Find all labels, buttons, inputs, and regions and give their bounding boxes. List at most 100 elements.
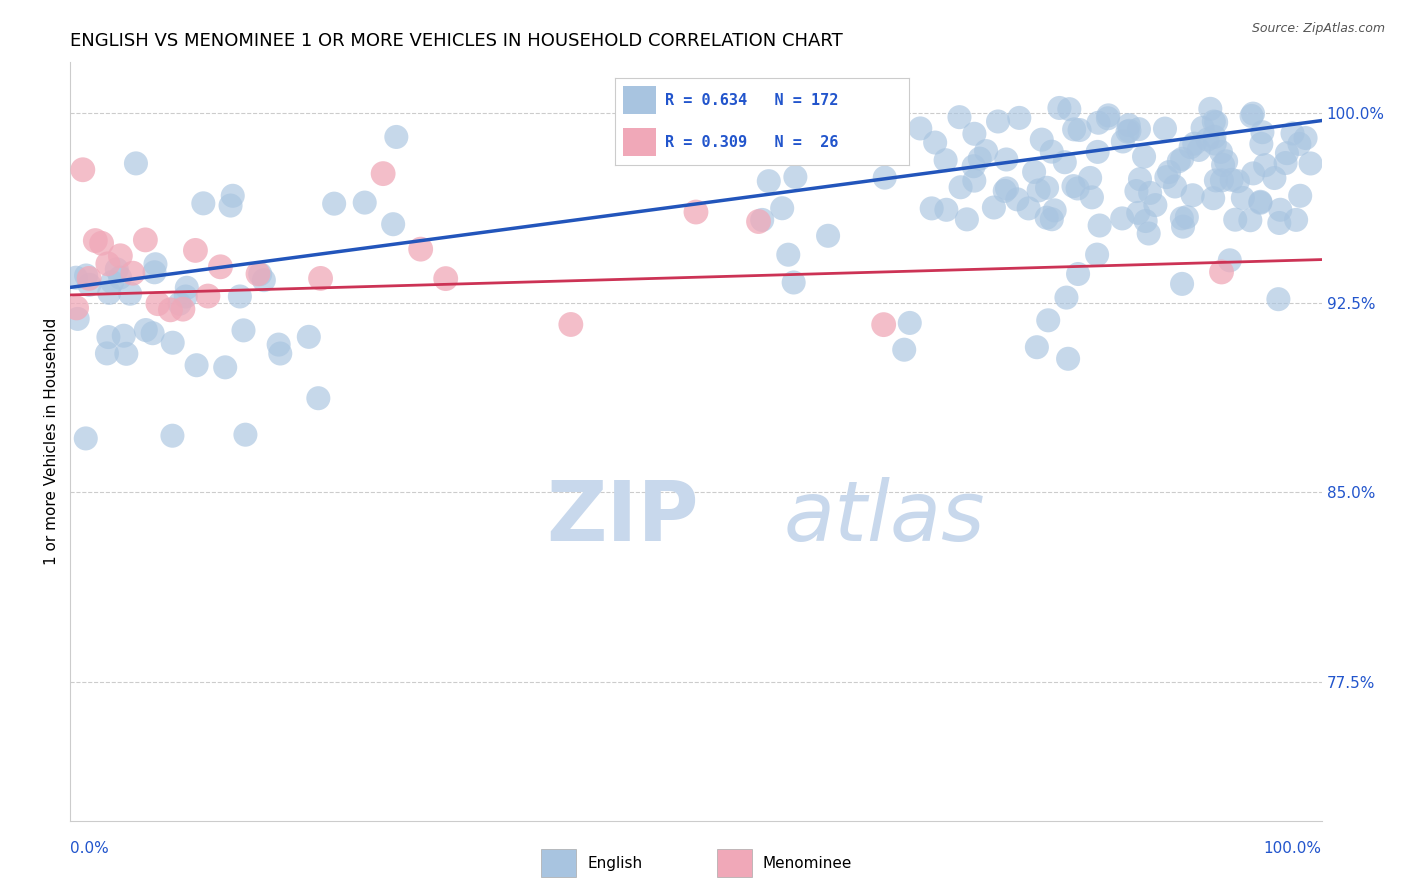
Text: Source: ZipAtlas.com: Source: ZipAtlas.com — [1251, 22, 1385, 36]
Point — [298, 330, 321, 344]
Point — [1211, 265, 1233, 279]
Point — [995, 181, 1018, 195]
Point — [778, 248, 800, 262]
Point — [72, 162, 94, 177]
Point — [1059, 102, 1081, 116]
Point — [232, 323, 254, 337]
Point — [120, 286, 142, 301]
Point — [229, 289, 252, 303]
Point — [309, 271, 332, 285]
Point — [1249, 195, 1271, 210]
Point — [108, 270, 131, 285]
Point — [995, 153, 1018, 167]
Point — [371, 167, 394, 181]
Point — [98, 285, 121, 300]
Point — [1097, 108, 1119, 122]
Point — [1205, 115, 1227, 129]
Point — [1031, 133, 1053, 147]
Point — [65, 301, 87, 315]
Point — [1028, 183, 1050, 197]
Point — [1111, 211, 1133, 226]
Point — [1202, 191, 1225, 205]
Point — [935, 202, 957, 217]
Point — [893, 343, 915, 357]
Text: Menominee: Menominee — [762, 855, 852, 871]
Point — [751, 213, 773, 227]
Point — [186, 358, 208, 372]
Text: 0.0%: 0.0% — [70, 841, 110, 855]
Point — [145, 257, 167, 271]
Point — [1038, 313, 1060, 327]
Point — [1057, 351, 1080, 366]
Point — [1018, 202, 1040, 216]
Point — [1097, 112, 1119, 126]
Point — [1063, 122, 1085, 136]
Point — [134, 233, 156, 247]
Point — [823, 127, 845, 141]
Point — [1069, 123, 1091, 137]
Text: 100.0%: 100.0% — [1264, 841, 1322, 855]
Point — [994, 184, 1017, 198]
Point — [1128, 122, 1150, 136]
Point — [782, 276, 804, 290]
Point — [1254, 158, 1277, 172]
Point — [1087, 116, 1109, 130]
Point — [910, 121, 932, 136]
Point — [269, 346, 291, 360]
Point — [174, 289, 197, 303]
Point — [974, 144, 997, 158]
Point — [176, 281, 198, 295]
Point — [1040, 212, 1063, 227]
Point — [1087, 145, 1109, 159]
Point — [1118, 124, 1140, 138]
Point — [1281, 127, 1303, 141]
Point — [193, 196, 215, 211]
Point — [1081, 190, 1104, 204]
Point — [135, 323, 157, 337]
Point — [1205, 173, 1227, 187]
Point — [267, 337, 290, 351]
Point — [1116, 125, 1139, 139]
Point — [1199, 102, 1222, 116]
FancyBboxPatch shape — [541, 849, 576, 877]
Point — [97, 257, 120, 271]
Point — [948, 110, 970, 124]
Point — [898, 316, 921, 330]
Point — [949, 180, 972, 194]
Point — [1204, 129, 1226, 144]
Point — [75, 268, 97, 283]
Point — [222, 188, 245, 202]
Point — [1144, 198, 1167, 212]
Point — [353, 195, 375, 210]
Point — [143, 265, 166, 279]
Point — [115, 347, 138, 361]
Point — [209, 260, 232, 274]
Point — [323, 196, 346, 211]
Point — [101, 275, 124, 289]
Point — [1078, 170, 1101, 185]
Point — [249, 267, 271, 281]
Point — [1171, 211, 1194, 226]
Point — [307, 391, 329, 405]
Point — [924, 136, 946, 150]
Point — [1204, 136, 1226, 151]
Point — [1125, 184, 1147, 198]
Point — [1036, 181, 1059, 195]
Point — [963, 127, 986, 141]
Text: ENGLISH VS MENOMINEE 1 OR MORE VEHICLES IN HOUSEHOLD CORRELATION CHART: ENGLISH VS MENOMINEE 1 OR MORE VEHICLES … — [70, 32, 844, 50]
Point — [1025, 340, 1047, 354]
Point — [1133, 150, 1156, 164]
Point — [235, 427, 257, 442]
Point — [1043, 203, 1066, 218]
Point — [1159, 165, 1181, 179]
Point — [382, 217, 405, 231]
Point — [1171, 277, 1194, 291]
Point — [1171, 152, 1194, 166]
Point — [1225, 212, 1247, 227]
Point — [1211, 173, 1233, 187]
Point — [560, 318, 582, 332]
Point — [253, 273, 276, 287]
Point — [66, 312, 89, 326]
Point — [785, 169, 807, 184]
Point — [956, 212, 979, 227]
